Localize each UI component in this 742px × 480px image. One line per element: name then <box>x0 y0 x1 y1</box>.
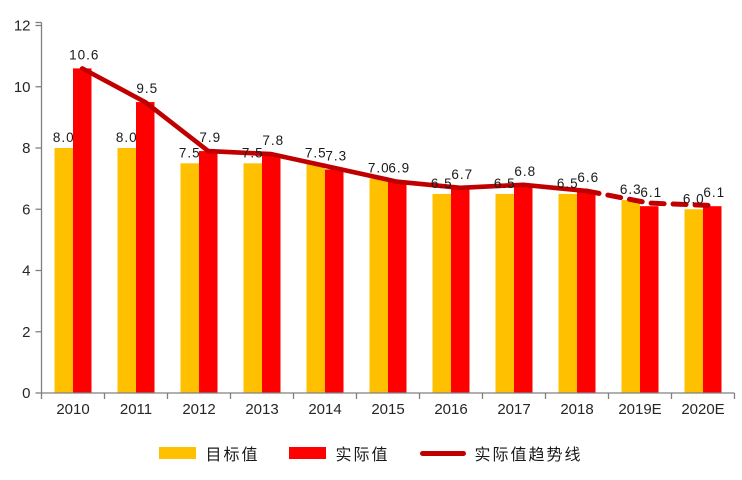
legend: 目标值 实际值 实际值趋势线 <box>0 440 742 466</box>
bar-target-2019E <box>621 200 640 393</box>
value-label-target-2013: 7.5 <box>242 145 264 160</box>
value-label-actual-2020E: 6.1 <box>703 185 725 200</box>
legend-swatch-trendline <box>419 450 466 456</box>
value-label-actual-2014: 7.3 <box>325 148 347 163</box>
bar-target-2016 <box>432 193 451 393</box>
bar-target-2014 <box>306 163 325 393</box>
legend-label-trendline: 实际值趋势线 <box>474 447 583 464</box>
bar-actual-2012 <box>199 151 218 393</box>
x-tick-label-2015: 2015 <box>371 401 404 418</box>
value-label-actual-2017: 6.8 <box>514 164 536 179</box>
bar-actual-2018 <box>577 190 596 393</box>
value-label-target-2010: 8.0 <box>53 130 75 145</box>
bar-target-2012 <box>180 163 199 393</box>
value-label-actual-2011: 9.5 <box>136 81 158 96</box>
legend-label-target: 目标值 <box>205 447 260 464</box>
value-label-actual-2010: 10.6 <box>69 47 99 62</box>
bar-target-2017 <box>495 193 514 393</box>
bar-actual-2014 <box>325 169 344 393</box>
y-tick-label-4: 4 <box>22 263 30 280</box>
bar-target-2015 <box>369 178 388 393</box>
bar-target-2013 <box>243 163 262 393</box>
bar-target-2018 <box>558 193 577 393</box>
legend-item-trendline: 实际值趋势线 <box>419 441 583 465</box>
bar-chart-canvas: 0 2 4 6 8 10 12 2010 2011 2012 2013 2014 2015 2016 201… <box>14 18 736 418</box>
bar-actual-2010 <box>73 68 92 393</box>
x-tick-label-2010: 2010 <box>56 401 89 418</box>
bar-actual-2013 <box>262 154 281 393</box>
value-label-actual-2015: 6.9 <box>388 161 410 176</box>
y-tick-label-6: 6 <box>22 201 30 218</box>
value-label-target-2016: 6.5 <box>431 176 453 191</box>
value-label-actual-2018: 6.6 <box>577 170 599 185</box>
x-tick-label-2017: 2017 <box>497 401 530 418</box>
value-label-target-2014: 7.5 <box>305 145 327 160</box>
value-label-actual-2012: 7.9 <box>199 130 221 145</box>
value-label-target-2017: 6.5 <box>494 176 516 191</box>
bar-actual-2016 <box>451 187 470 393</box>
y-tick-label-8: 8 <box>22 140 30 157</box>
x-tick-label-2011: 2011 <box>120 401 152 418</box>
trendline-solid <box>79 66 589 194</box>
x-tick-label-2020E: 2020E <box>681 401 724 418</box>
value-label-actual-2016: 6.7 <box>451 167 473 182</box>
bar-target-2020E <box>684 209 703 393</box>
value-label-target-2018: 6.5 <box>557 176 579 191</box>
value-label-target-2012: 7.5 <box>179 145 201 160</box>
value-label-actual-2019E: 6.1 <box>640 185 662 200</box>
value-label-target-2019E: 6.3 <box>620 182 642 197</box>
y-tick-label-2: 2 <box>22 324 30 341</box>
value-label-target-2011: 8.0 <box>116 130 138 145</box>
x-tick-label-2012: 2012 <box>182 401 215 418</box>
legend-item-actual: 实际值 <box>289 441 389 465</box>
y-tick-label-12: 12 <box>14 18 31 35</box>
x-tick-label-2016: 2016 <box>434 401 467 418</box>
bar-actual-2020E <box>703 206 722 393</box>
y-tick-label-10: 10 <box>14 79 31 96</box>
value-label-actual-2013: 7.8 <box>262 133 284 148</box>
bar-actual-2011 <box>136 102 155 393</box>
bar-actual-2017 <box>514 184 533 393</box>
legend-item-target: 目标值 <box>159 441 259 465</box>
x-tick-label-2018: 2018 <box>560 401 593 418</box>
bar-target-2010 <box>54 148 73 393</box>
y-tick-label-0: 0 <box>22 385 30 402</box>
legend-swatch-target <box>159 447 197 459</box>
value-label-target-2020E: 6.0 <box>683 191 705 206</box>
bar-actual-2015 <box>388 181 407 393</box>
bar-actual-2019E <box>640 206 659 393</box>
trendline-dashed <box>583 188 715 209</box>
value-label-target-2015: 7.0 <box>368 161 390 176</box>
x-tick-label-2013: 2013 <box>245 401 278 418</box>
x-tick-label-2019E: 2019E <box>618 401 661 418</box>
legend-swatch-actual <box>289 447 327 459</box>
legend-label-actual: 实际值 <box>335 447 390 464</box>
x-tick-label-2014: 2014 <box>308 401 341 418</box>
bar-target-2011 <box>117 148 136 393</box>
